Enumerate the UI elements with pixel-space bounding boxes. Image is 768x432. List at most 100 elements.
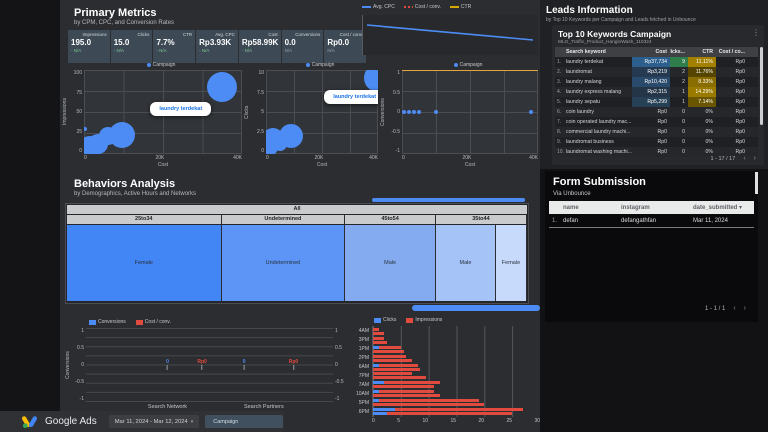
data-bubble[interactable] (279, 123, 304, 148)
impressions-bar[interactable] (373, 331, 385, 335)
impressions-bar[interactable] (373, 385, 435, 389)
impressions-bar[interactable] (373, 354, 407, 358)
data-bubble[interactable] (529, 110, 534, 114)
impressions-bar[interactable] (373, 358, 412, 362)
impressions-bar[interactable] (373, 403, 485, 407)
keyword-row[interactable]: 7. coin operated laundry mac... Rp0 0 0% Rp0 (555, 117, 758, 127)
clicks-bar[interactable] (373, 345, 379, 349)
treemap-root-header[interactable]: All (67, 205, 527, 214)
keyword-row[interactable]: 1. laundry terdekat Rp37,734 9 11.11% Rp0 (555, 57, 758, 67)
keyword-row[interactable]: 5. laundry sepatu Rp5,299 1 7.14% Rp0 (555, 97, 758, 107)
impressions-bar[interactable] (378, 399, 479, 403)
keyword-row[interactable]: 2. laundromat Rp3,219 2 11.76% Rp0 (555, 67, 758, 77)
value-marker[interactable]: Rp0 (289, 358, 298, 370)
impressions-bar[interactable] (373, 327, 379, 331)
treemap-scrollbar-top[interactable] (372, 198, 525, 202)
clicks-bar[interactable] (373, 407, 396, 411)
clicks-bar[interactable] (373, 411, 387, 415)
scorecard-cost: Cost Rp58.99K - N/A (238, 30, 281, 63)
behaviors-subtitle: by Demographics, Active Hours and Networ… (74, 191, 197, 197)
treemap-cell-undetermined[interactable]: Undetermined (221, 225, 346, 301)
impressions-bar[interactable] (373, 349, 404, 353)
y-axis-ticks-right: 1 0.5 0 -0.5 -1 (333, 328, 347, 402)
data-bubble[interactable] (402, 110, 406, 114)
legend-item[interactable]: Impressions (406, 317, 442, 323)
y-axis-ticks: 10 7.5 5 2.5 0 (251, 70, 266, 154)
legend-item[interactable]: Clicks (374, 317, 396, 323)
clicks-bar[interactable] (373, 363, 379, 367)
data-bubble[interactable] (108, 121, 135, 148)
column-header[interactable]: CTR (702, 49, 713, 55)
treemap-group-header[interactable]: 45to54 (345, 215, 436, 224)
treemap-cell-male[interactable]: Male (435, 225, 496, 301)
hour-bar-group (373, 390, 540, 398)
legend-item[interactable]: Conversions (89, 319, 126, 325)
data-bubble[interactable] (434, 110, 438, 114)
campaign-filter-chip[interactable]: Campaign (205, 415, 284, 428)
clicks-bar[interactable] (373, 381, 385, 385)
report-footer: Google Ads Mar 11, 2024 - Mar 12, 2024 ▾… (0, 411, 284, 432)
keyword-row[interactable]: 6. coin laundry Rp0 0 0% Rp0 (555, 107, 758, 117)
column-header[interactable]: instagram (621, 204, 650, 211)
value-marker[interactable]: 0 (243, 358, 245, 370)
impressions-bar[interactable] (395, 407, 524, 411)
treemap-group-header[interactable]: Undetermined (221, 215, 346, 224)
impressions-bar[interactable] (373, 367, 421, 371)
keyword-row[interactable]: 8. commercial laundry machi... Rp0 0 0% Rp0 (555, 127, 758, 137)
date-range-button[interactable]: Mar 11, 2024 - Mar 12, 2024 ▾ (108, 415, 200, 428)
value-marker[interactable]: 0 (166, 358, 169, 370)
impressions-bar[interactable] (384, 381, 440, 385)
legend-item[interactable]: Campaign (453, 62, 482, 68)
legend-item[interactable]: CTR (449, 4, 471, 10)
column-header[interactable]: Cost (655, 49, 667, 55)
impressions-bar[interactable] (378, 363, 418, 367)
impressions-bar[interactable] (373, 340, 387, 344)
treemap-cell-female[interactable]: Female (67, 225, 222, 301)
panel-scrollbar[interactable] (755, 172, 758, 194)
column-header[interactable]: Search keyword (566, 49, 606, 55)
column-header[interactable]: Clicks... (670, 49, 685, 55)
data-bubble[interactable] (364, 70, 378, 93)
impressions-bar[interactable] (386, 411, 513, 415)
column-header[interactable]: Cost / co... (718, 49, 745, 55)
impressions-bar[interactable] (373, 336, 385, 340)
column-header[interactable]: name (563, 204, 579, 211)
legend-item[interactable]: Avg. CPC (362, 4, 395, 10)
treemap-scrollbar-bottom[interactable] (412, 305, 540, 311)
legend-item[interactable]: Campaign (305, 62, 334, 68)
data-bubble[interactable] (207, 71, 238, 102)
legend-item[interactable]: Campaign (146, 62, 175, 68)
chevron-right-icon[interactable]: › (743, 305, 746, 312)
treemap-cell-male[interactable]: Male (345, 225, 436, 301)
chevron-right-icon[interactable]: › (753, 155, 756, 162)
clicks-bar[interactable] (373, 399, 379, 403)
data-bubble[interactable] (406, 110, 411, 114)
keyword-row[interactable]: 3. laundry malang Rp10,420 2 8.33% Rp0 (555, 77, 758, 87)
impressions-bar[interactable] (373, 376, 426, 380)
value-marker[interactable]: Rp0 (197, 358, 207, 370)
chevron-left-icon[interactable]: ‹ (743, 155, 746, 162)
treemap-group-header[interactable]: 35to44 (435, 215, 527, 224)
data-bubble[interactable] (417, 110, 421, 114)
keyword-row[interactable]: 4. laundry express malang Rp2,315 1 14.29% Rp… (555, 87, 758, 97)
impressions-bar[interactable] (378, 345, 401, 349)
impressions-bar[interactable] (378, 390, 435, 394)
impressions-bar[interactable] (373, 394, 440, 398)
treemap-group-header[interactable]: 25to34 (67, 215, 222, 224)
legend-item[interactable]: Cost / conv. (135, 319, 171, 325)
keyword-row[interactable]: 10. laundromat washing machi... Rp0 0 0% Rp0 (555, 147, 758, 157)
column-header[interactable]: date_submitted ▾ (693, 205, 743, 211)
clicks-bar[interactable] (373, 390, 379, 394)
data-bubble[interactable] (84, 126, 88, 131)
table-scrollbar[interactable] (760, 47, 763, 125)
legend-item[interactable]: Cost / conv. (403, 4, 441, 10)
impressions-bar[interactable] (373, 372, 412, 376)
data-bubble[interactable] (411, 110, 416, 114)
treemap-cell-female[interactable]: Female (496, 225, 527, 301)
submission-row[interactable]: 1. defan defangathfan Mar 11, 2024 (549, 214, 754, 228)
keyword-row[interactable]: 9. laundromat business Rp0 0 0% Rp0 (555, 137, 758, 147)
leads-title: Leads Information (546, 5, 633, 16)
more-options-icon[interactable]: ⋮ (752, 28, 760, 37)
chevron-left-icon[interactable]: ‹ (733, 305, 736, 312)
hour-label: 3PM (358, 336, 369, 343)
